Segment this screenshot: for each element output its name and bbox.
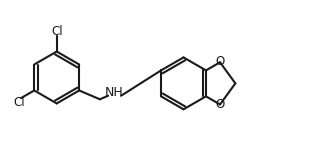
Text: Cl: Cl [51,25,63,38]
Text: O: O [216,98,225,111]
Text: NH: NH [105,86,124,99]
Text: O: O [216,55,225,69]
Text: Cl: Cl [14,96,25,109]
